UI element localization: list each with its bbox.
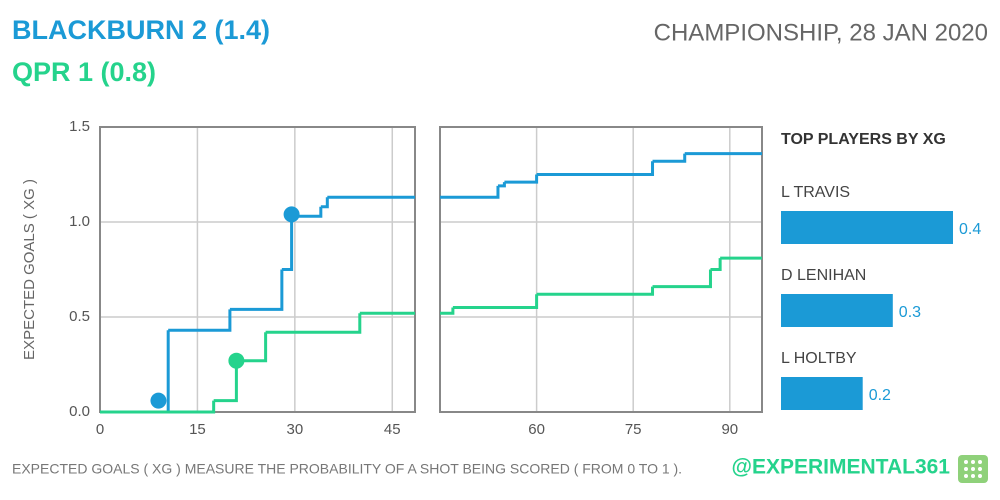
step-line <box>536 286 655 296</box>
step-line <box>281 216 294 271</box>
x-tick-label: 0 <box>96 421 104 438</box>
step-line <box>440 307 455 315</box>
step-line <box>291 206 323 218</box>
plot-frame <box>99 126 416 413</box>
footnote: EXPECTED GOALS ( XG ) MEASURE THE PROBAB… <box>12 461 682 477</box>
goal-marker <box>283 206 300 223</box>
step-line <box>497 182 506 188</box>
panel-title: TOP PLAYERS BY XG <box>781 131 946 148</box>
y-tick-label: 0.5 <box>69 308 90 325</box>
step-line <box>213 360 238 403</box>
handle: @EXPERIMENTAL361 <box>732 456 951 479</box>
category-label: D LENIHAN <box>781 267 866 284</box>
x-tick-label: 15 <box>189 421 206 438</box>
value-label: 0.4 <box>959 221 981 238</box>
y-tick-label: 1.0 <box>69 213 90 230</box>
step-line <box>652 269 712 289</box>
x-tick-label: 45 <box>384 421 401 438</box>
step-line <box>504 174 539 184</box>
bar <box>781 211 953 244</box>
plot-frame <box>439 126 763 413</box>
step-line <box>100 400 216 414</box>
competition: CHAMPIONSHIP, 28 JAN 2020 <box>654 19 988 46</box>
value-label: 0.3 <box>899 304 921 321</box>
chart-subtitle: QPR 1 (0.8) <box>12 57 156 87</box>
value-label: 0.2 <box>869 387 891 404</box>
y-axis-label: EXPECTED GOALS ( XG ) <box>21 179 38 360</box>
step-line <box>168 309 232 332</box>
bar <box>781 377 863 410</box>
step-line <box>440 185 500 199</box>
chart-title: BLACKBURN 2 (1.4) <box>12 15 270 45</box>
goal-marker <box>150 392 167 409</box>
step-line <box>710 258 722 271</box>
y-tick-label: 1.5 <box>69 118 90 135</box>
logo <box>958 455 988 483</box>
step-line <box>265 313 362 334</box>
x-tick-label: 90 <box>721 421 738 438</box>
x-tick-label: 60 <box>528 421 545 438</box>
step-line <box>236 332 268 363</box>
x-tick-label: 75 <box>625 421 642 438</box>
category-label: L HOLTBY <box>781 350 857 367</box>
step-line <box>229 269 284 311</box>
step-line <box>320 197 329 209</box>
category-label: L TRAVIS <box>781 184 850 201</box>
step-line <box>536 161 655 176</box>
x-tick-label: 30 <box>287 421 304 438</box>
step-line <box>452 294 539 309</box>
y-tick-label: 0.0 <box>69 403 90 420</box>
bar <box>781 294 893 327</box>
step-line <box>652 153 687 163</box>
goal-marker <box>228 352 245 369</box>
